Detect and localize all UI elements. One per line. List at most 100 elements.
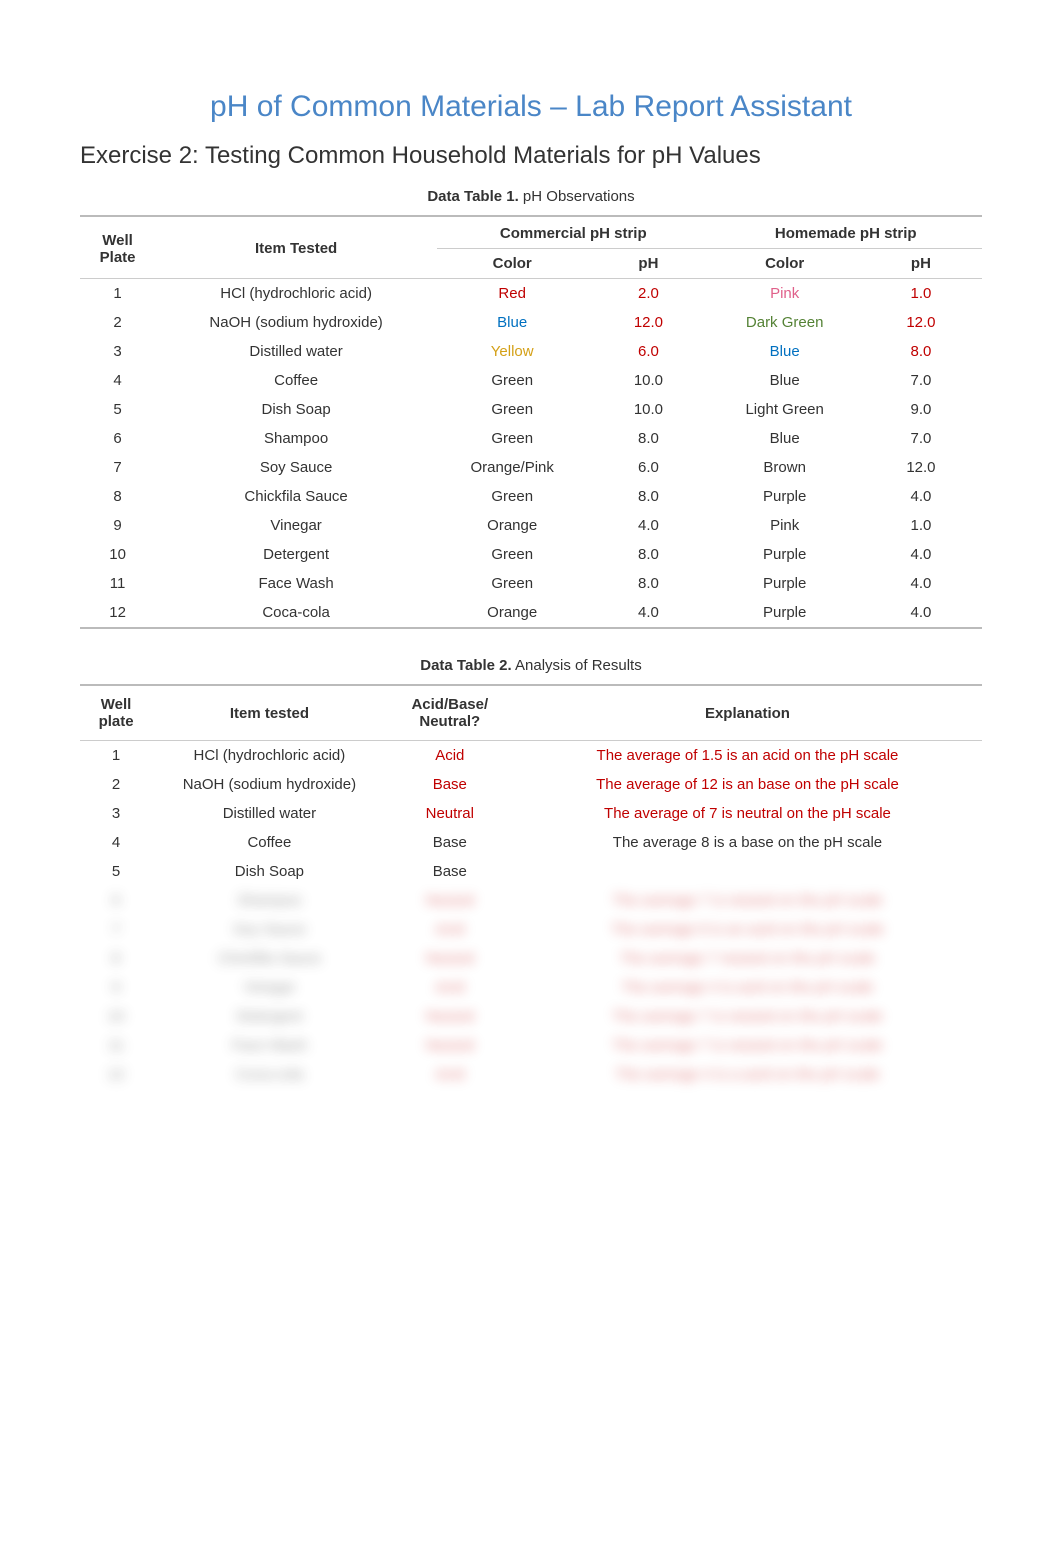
table-row: 3Distilled waterYellow6.0Blue8.0 [80, 337, 982, 366]
cell-homemade-ph: 12.0 [860, 453, 982, 482]
cell-item: Soy Sauce [152, 915, 387, 944]
cell-explanation: The average of 1.5 is an acid on the pH … [513, 741, 982, 771]
cell-commercial-ph: 4.0 [587, 511, 709, 540]
cell-well: 8 [80, 482, 155, 511]
cell-well: 2 [80, 308, 155, 337]
cell-commercial-ph: 2.0 [587, 279, 709, 309]
cell-acid-base-neutral: Base [387, 828, 513, 857]
cell-explanation: The average 4 is acid on the pH scale [513, 973, 982, 1002]
cell-commercial-color: Green [437, 540, 587, 569]
cell-acid-base-neutral: Neutral [387, 944, 513, 973]
table1-caption-rest: pH Observations [519, 188, 635, 205]
cell-well: 3 [80, 799, 152, 828]
cell-commercial-ph: 8.0 [587, 482, 709, 511]
cell-explanation: The average of 7 is neutral on the pH sc… [513, 799, 982, 828]
th-commercial: Commercial pH strip [437, 216, 709, 249]
table-row: 12Coca-colaOrange4.0Purple4.0 [80, 598, 982, 628]
table-ph-observations: Well Plate Item Tested Commercial pH str… [80, 215, 982, 629]
cell-explanation: The average of 12 is an base on the pH s… [513, 770, 982, 799]
cell-acid-base-neutral: Base [387, 857, 513, 886]
table-row: 5Dish SoapBase [80, 857, 982, 886]
cell-item: Face Wash [152, 1031, 387, 1060]
th-commercial-color: Color [437, 249, 587, 279]
cell-commercial-color: Red [437, 279, 587, 309]
cell-well: 1 [80, 279, 155, 309]
cell-well: 2 [80, 770, 152, 799]
cell-well: 5 [80, 395, 155, 424]
cell-acid-base-neutral: Acid [387, 741, 513, 771]
cell-well: 12 [80, 598, 155, 628]
cell-well: 3 [80, 337, 155, 366]
cell-explanation: The average 7 is neutral on the pH scale [513, 1002, 982, 1031]
cell-homemade-color: Purple [710, 482, 860, 511]
cell-commercial-color: Orange/Pink [437, 453, 587, 482]
table-row: 8Chickfila SauceNeutralThe average 7 neu… [80, 944, 982, 973]
cell-well: 5 [80, 857, 152, 886]
cell-homemade-ph: 8.0 [860, 337, 982, 366]
cell-item: Chickfila Sauce [152, 944, 387, 973]
cell-well: 9 [80, 973, 152, 1002]
cell-well: 11 [80, 569, 155, 598]
cell-commercial-color: Green [437, 395, 587, 424]
cell-commercial-color: Green [437, 569, 587, 598]
cell-acid-base-neutral: Acid [387, 973, 513, 1002]
cell-commercial-ph: 8.0 [587, 424, 709, 453]
cell-homemade-color: Purple [710, 540, 860, 569]
table1-caption: Data Table 1. pH Observations [80, 188, 982, 205]
cell-commercial-color: Yellow [437, 337, 587, 366]
cell-well: 11 [80, 1031, 152, 1060]
cell-homemade-ph: 1.0 [860, 279, 982, 309]
cell-item: HCl (hydrochloric acid) [155, 279, 437, 309]
cell-item: Detergent [155, 540, 437, 569]
th2-item-tested: Item tested [152, 685, 387, 741]
table-row: 4CoffeeGreen10.0Blue7.0 [80, 366, 982, 395]
cell-commercial-ph: 8.0 [587, 540, 709, 569]
table-row: 4CoffeeBaseThe average 8 is a base on th… [80, 828, 982, 857]
cell-commercial-ph: 12.0 [587, 308, 709, 337]
cell-homemade-color: Dark Green [710, 308, 860, 337]
cell-explanation: The average 7 is neutral on the pH scale [513, 886, 982, 915]
th2-well-plate: Well plate [80, 685, 152, 741]
table-row: 12Coca-colaAcidThe average 4 is a acid o… [80, 1060, 982, 1089]
cell-commercial-color: Green [437, 424, 587, 453]
table-row: 7Soy SauceAcidThe average 6 is an acid o… [80, 915, 982, 944]
cell-item: Distilled water [155, 337, 437, 366]
cell-well: 9 [80, 511, 155, 540]
cell-homemade-ph: 12.0 [860, 308, 982, 337]
table-row: 8Chickfila SauceGreen8.0Purple4.0 [80, 482, 982, 511]
table-row: 2NaOH (sodium hydroxide)Blue12.0Dark Gre… [80, 308, 982, 337]
cell-homemade-ph: 4.0 [860, 598, 982, 628]
cell-homemade-color: Purple [710, 569, 860, 598]
cell-commercial-color: Green [437, 482, 587, 511]
cell-homemade-color: Light Green [710, 395, 860, 424]
th-commercial-ph: pH [587, 249, 709, 279]
cell-well: 8 [80, 944, 152, 973]
cell-item: Dish Soap [155, 395, 437, 424]
cell-well: 6 [80, 424, 155, 453]
cell-well: 1 [80, 741, 152, 771]
cell-commercial-color: Blue [437, 308, 587, 337]
cell-homemade-ph: 4.0 [860, 540, 982, 569]
cell-explanation [513, 857, 982, 886]
cell-well: 7 [80, 915, 152, 944]
th-homemade: Homemade pH strip [710, 216, 983, 249]
th-well-plate: Well Plate [80, 216, 155, 279]
cell-homemade-ph: 9.0 [860, 395, 982, 424]
cell-acid-base-neutral: Neutral [387, 1002, 513, 1031]
table-row: 11Face WashNeutralThe average 7 is neutr… [80, 1031, 982, 1060]
table-row: 6ShampooNeutralThe average 7 is neutral … [80, 886, 982, 915]
cell-well: 4 [80, 366, 155, 395]
cell-item: Coca-cola [155, 598, 437, 628]
table2-caption-rest: Analysis of Results [512, 657, 642, 674]
cell-well: 10 [80, 540, 155, 569]
cell-commercial-ph: 10.0 [587, 395, 709, 424]
cell-acid-base-neutral: Neutral [387, 1031, 513, 1060]
cell-homemade-color: Pink [710, 279, 860, 309]
table-row: 10DetergentGreen8.0Purple4.0 [80, 540, 982, 569]
cell-commercial-ph: 8.0 [587, 569, 709, 598]
cell-well: 6 [80, 886, 152, 915]
cell-homemade-ph: 4.0 [860, 569, 982, 598]
cell-homemade-color: Pink [710, 511, 860, 540]
cell-acid-base-neutral: Neutral [387, 886, 513, 915]
th2-acid-base-neutral: Acid/Base/ Neutral? [387, 685, 513, 741]
